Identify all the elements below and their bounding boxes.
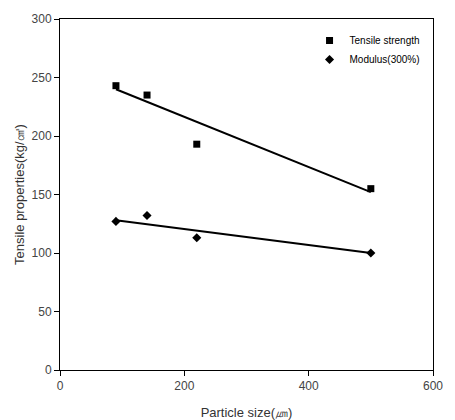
svg-text:50: 50: [38, 305, 52, 319]
svg-text:300: 300: [32, 12, 52, 26]
svg-text:Modulus(300%): Modulus(300%): [350, 54, 420, 65]
svg-text:200: 200: [174, 379, 194, 393]
svg-text:Tensile properties(kg/㎠): Tensile properties(kg/㎠): [12, 124, 27, 265]
svg-text:200: 200: [32, 129, 52, 143]
svg-text:100: 100: [32, 246, 52, 260]
svg-text:400: 400: [299, 379, 319, 393]
svg-text:Particle size(㎛): Particle size(㎛): [201, 405, 293, 420]
svg-text:Tensile strength: Tensile strength: [350, 35, 420, 46]
svg-text:600: 600: [423, 379, 443, 393]
svg-text:0: 0: [45, 363, 52, 377]
svg-text:0: 0: [57, 379, 64, 393]
svg-text:150: 150: [32, 188, 52, 202]
svg-text:250: 250: [32, 71, 52, 85]
